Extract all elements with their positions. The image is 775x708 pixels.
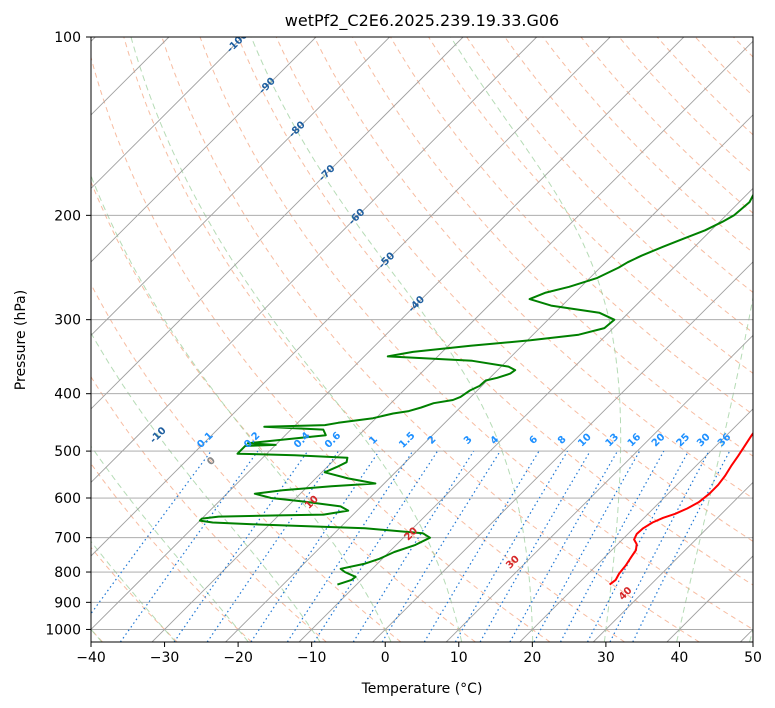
isotherm-line bbox=[592, 481, 753, 642]
y-axis-ticks: 100 200 300 400 500 600 700 800 900 1000 bbox=[45, 30, 91, 638]
dry-adiabat-line bbox=[390, 37, 753, 416]
moist-adiabat-line bbox=[130, 37, 463, 642]
dry-adiabat-line bbox=[91, 546, 178, 642]
mixing-ratio-line bbox=[454, 450, 569, 642]
background-lines bbox=[91, 37, 753, 642]
y-tick-label: 500 bbox=[54, 444, 81, 460]
x-tick-label: 40 bbox=[671, 650, 689, 666]
mixing-ratio-line bbox=[173, 450, 309, 642]
dry-adiabat-line bbox=[504, 37, 753, 294]
x-tick-label: −20 bbox=[223, 650, 253, 666]
isotherm-line bbox=[91, 37, 243, 190]
mixing-ratio-line bbox=[286, 450, 414, 642]
dry-adiabat-line bbox=[161, 37, 700, 642]
isotherm-line bbox=[519, 408, 753, 642]
isotherm-line bbox=[445, 334, 753, 642]
dry-adiabat-line bbox=[91, 55, 551, 642]
isotherm-line bbox=[91, 37, 685, 631]
y-tick-label: 900 bbox=[54, 595, 81, 611]
moist-adiabat-line bbox=[450, 37, 622, 642]
x-tick-label: −10 bbox=[297, 650, 327, 666]
isotherm-line bbox=[91, 37, 538, 484]
plot-frame bbox=[90, 36, 754, 643]
mixing-ratio-line bbox=[313, 450, 439, 642]
x-tick-label: 20 bbox=[523, 650, 541, 666]
moist-adiabat-line bbox=[91, 540, 176, 642]
moist-adiabat-line bbox=[91, 174, 392, 642]
temperature-profile-line bbox=[608, 431, 753, 586]
isotherm-line bbox=[91, 37, 611, 557]
x-tick-label: 30 bbox=[597, 650, 615, 666]
mixing-ratio-line bbox=[352, 450, 475, 642]
moist-adiabat-line bbox=[676, 294, 753, 642]
dry-adiabat-line bbox=[91, 462, 253, 642]
isotherm-line bbox=[91, 37, 317, 263]
y-tick-label: 700 bbox=[54, 531, 81, 547]
isotherm-line bbox=[298, 187, 753, 642]
x-tick-label: 0 bbox=[381, 650, 390, 666]
dry-adiabat-line bbox=[123, 37, 625, 642]
dry-adiabat-line bbox=[199, 37, 753, 631]
moist-adiabat-line bbox=[250, 37, 534, 642]
y-tick-label: 600 bbox=[54, 491, 81, 507]
x-tick-label: 10 bbox=[450, 650, 468, 666]
x-axis-ticks: −40 −30 −20 −10 0 10 20 30 40 50 bbox=[76, 642, 762, 666]
x-tick-label: −40 bbox=[76, 650, 106, 666]
y-axis-label: Pressure (hPa) bbox=[13, 290, 29, 390]
chart-title: wetPf2_C2E6.2025.239.19.33.G06 bbox=[285, 11, 559, 31]
mixing-ratio-line bbox=[381, 450, 501, 642]
dry-adiabat-line bbox=[351, 37, 753, 457]
data-series bbox=[198, 193, 753, 586]
dry-adiabat-line bbox=[91, 180, 476, 642]
mixing-ratio-line bbox=[559, 450, 665, 642]
isotherm-line bbox=[91, 37, 464, 410]
dewpoint-profile-line bbox=[198, 193, 753, 586]
dry-adiabat-line bbox=[466, 37, 753, 334]
y-tick-label: 100 bbox=[54, 30, 81, 46]
moist-adiabat-line bbox=[91, 445, 249, 642]
y-tick-label: 400 bbox=[54, 387, 81, 403]
mixing-ratio-line bbox=[586, 450, 690, 642]
mixing-ratio-line bbox=[423, 450, 540, 642]
mixing-ratio-line bbox=[206, 450, 339, 642]
x-tick-label: −30 bbox=[150, 650, 180, 666]
isotherm-line bbox=[151, 40, 753, 642]
moist-adiabat-line bbox=[91, 331, 321, 642]
y-tick-label: 1000 bbox=[45, 622, 81, 638]
y-tick-label: 200 bbox=[54, 208, 81, 224]
dry-adiabat-line bbox=[237, 37, 753, 586]
y-tick-label: 800 bbox=[54, 565, 81, 581]
y-tick-label: 300 bbox=[54, 313, 81, 329]
x-tick-label: 50 bbox=[744, 650, 762, 666]
x-axis-label: Temperature (°C) bbox=[361, 681, 483, 697]
isotherm-line bbox=[91, 37, 390, 337]
isotherm-line bbox=[372, 261, 753, 642]
mixing-ratio-line bbox=[250, 450, 380, 642]
